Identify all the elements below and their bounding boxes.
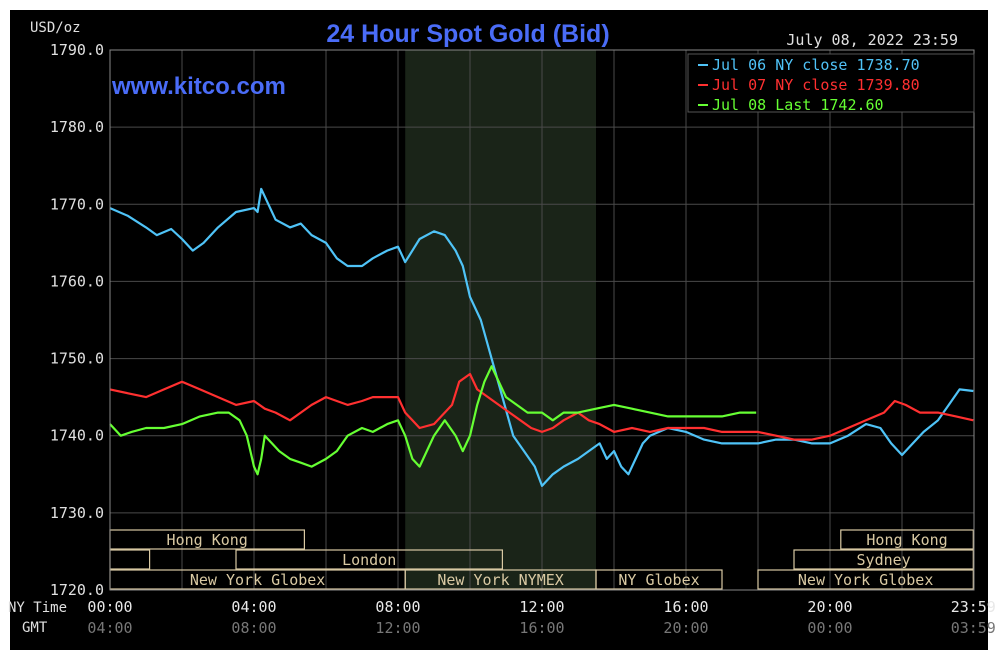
series-line [109, 365, 757, 476]
x-tick-label: 04:00 [231, 598, 276, 616]
x-tick-label: 08:00 [375, 598, 420, 616]
session-bar [235, 549, 503, 570]
legend-entry: Jul 08 Last 1742.60 [712, 96, 884, 114]
x-tick-label: 12:00 [519, 598, 564, 616]
legend-entry: Jul 06 NY close 1738.70 [712, 56, 920, 74]
y-tick-label: 1720.0 [50, 581, 104, 599]
y-unit-label: USD/oz [30, 20, 81, 36]
gmt-tick-label: 03:59 [951, 619, 996, 637]
session-bar [793, 549, 974, 570]
website-label: www.kitco.com [111, 73, 286, 100]
chart-title: 24 Hour Spot Gold (Bid) [326, 20, 609, 48]
session-label: Sydney [857, 551, 911, 569]
gmt-tick-label: 16:00 [519, 619, 564, 637]
date-label: July 08, 2022 23:59 [786, 31, 958, 49]
session-bar [757, 569, 974, 590]
plot-frame [109, 49, 975, 591]
x-tick-label: 23:59 [951, 598, 996, 616]
y-tick-label: 1740.0 [50, 427, 104, 445]
gmt-tick-label: 08:00 [231, 619, 276, 637]
y-tick-label: 1770.0 [50, 195, 104, 213]
session-bar [595, 569, 723, 590]
gmt-tick-label: 12:00 [375, 619, 420, 637]
session-label: New York Globex [798, 571, 933, 589]
y-tick-label: 1780.0 [50, 118, 104, 136]
session-label: Hong Kong [167, 531, 248, 549]
gmt-tick-label: 04:00 [87, 619, 132, 637]
y-tick-label: 1790.0 [50, 41, 104, 59]
series-line [109, 372, 974, 441]
session-label: New York NYMEX [437, 571, 563, 589]
gmt-row-label: GMT [22, 620, 48, 636]
y-tick-label: 1750.0 [50, 350, 104, 368]
y-tick-label: 1760.0 [50, 272, 104, 290]
highlight-window [405, 50, 596, 590]
legend-box [687, 53, 975, 113]
x-row-label: NY Time [8, 600, 67, 616]
x-tick-label: 16:00 [663, 598, 708, 616]
x-tick-label: 20:00 [807, 598, 852, 616]
series-line [109, 187, 974, 487]
session-bar [840, 529, 974, 550]
x-tick-label: 00:00 [87, 598, 132, 616]
session-label: NY Globex [618, 571, 699, 589]
gmt-tick-label: 20:00 [663, 619, 708, 637]
session-label: Hong Kong [866, 531, 947, 549]
y-tick-label: 1730.0 [50, 504, 104, 522]
legend-entry: Jul 07 NY close 1739.80 [712, 76, 920, 94]
session-label: New York Globex [190, 571, 325, 589]
legend: Jul 06 NY close 1738.70 Jul 07 NY close 1… [687, 53, 975, 114]
session-label: London [342, 551, 396, 569]
gmt-tick-label: 00:00 [807, 619, 852, 637]
